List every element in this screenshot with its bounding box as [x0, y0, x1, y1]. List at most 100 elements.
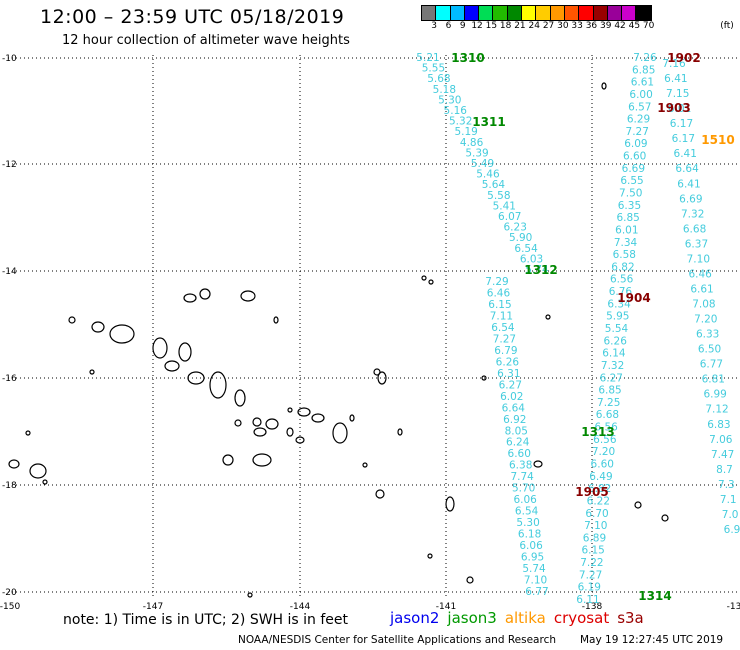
island-outline [295, 436, 305, 444]
wave-height-value: 6.17 [670, 118, 693, 130]
wave-height-value: 7.32 [601, 360, 624, 372]
track-labels: 1310 1311 1312 1313 1314 1510 1902 1903 1904 1905 [451, 51, 734, 603]
wave-height-value: 6.11 [576, 594, 599, 606]
colorbar-swatch [564, 6, 580, 20]
wave-height-value: 5.30 [438, 94, 461, 106]
map-subtitle: 12 hour collection of altimeter wave hei… [62, 33, 350, 48]
colorbar-label: 42 [614, 21, 626, 31]
island-outline [89, 369, 95, 375]
wave-height-value: 6.82 [588, 483, 611, 495]
colorbar-swatch [422, 6, 437, 20]
island-outline [349, 414, 355, 422]
colorbar-swatch [607, 6, 623, 20]
colorbar-label: 33 [571, 21, 583, 31]
colorbar-swatch [522, 6, 537, 20]
wave-height-value: 6.26 [496, 356, 520, 368]
colorbar-label: 21 [514, 21, 526, 31]
wave-height-value: 6.76 [609, 286, 633, 298]
wave-height-value: 5.70 [512, 483, 535, 495]
wave-height-value: 6.38 [509, 460, 532, 472]
track-id-label: 1311 [472, 115, 505, 129]
colorbar-label: 24 [528, 21, 540, 31]
wave-height-value: 6.56 [610, 274, 634, 286]
wave-height-value: 6.41 [674, 148, 697, 160]
wave-height-value: 6.95 [521, 552, 544, 564]
wave-height-value: 6.85 [632, 64, 655, 76]
wave-height-value: 7.12 [705, 404, 728, 416]
wave-height-value: 6.19 [578, 582, 601, 594]
wave-height-value: 5.19 [454, 126, 477, 138]
wave-height-value: 6.23 [504, 222, 527, 234]
wave-height-value: 5.46 [476, 169, 500, 181]
wave-height-value: 5.21 [416, 52, 439, 64]
wave-height-value: 6.89 [583, 532, 606, 544]
island-outline [601, 82, 607, 90]
wave-height-value: 6.34 [607, 298, 631, 310]
wave-height-value: 6.70 [585, 508, 608, 520]
wave-height-value: 6.00 [629, 89, 652, 101]
legend-altika: altika [504, 609, 546, 627]
wave-height-value: 7.47 [711, 449, 734, 461]
wave-height-value: 6.92 [503, 414, 526, 426]
wave-height-value: 6.01 [615, 224, 638, 236]
wave-height-value: 6.29 [627, 114, 650, 126]
island-outline [634, 501, 642, 509]
satellite-legend: jason2 jason3 altika cryosat s3a [390, 609, 652, 627]
track-id-label: 1903 [657, 101, 690, 115]
wave-height-value: 6.54 [514, 243, 538, 255]
wave-height-value: 6.60 [591, 459, 614, 471]
wave-height-value: 6.64 [675, 163, 699, 175]
wave-height-value: 6.56 [593, 434, 617, 446]
wave-height-value: 7.27 [579, 569, 602, 581]
wave-height-value: 7.10 [584, 520, 607, 532]
satellite-tracks: 5.215.555.685.185.305.165.325.194.865.39… [416, 52, 740, 606]
wave-height-value: 6.60 [508, 448, 531, 460]
wave-height-value: 7.34 [614, 237, 638, 249]
island-outline [152, 337, 168, 359]
wave-height-value: 5.64 [482, 179, 506, 191]
wave-height-value: 6.24 [506, 437, 530, 449]
track-id-label: 1310 [451, 51, 484, 65]
lon-label: -150 [0, 602, 20, 612]
wave-height-value: 6.15 [581, 545, 604, 557]
lat-label: -12 [2, 160, 17, 170]
island-outline [253, 427, 267, 437]
island-outline [481, 375, 487, 381]
wave-height-value: 5.74 [525, 264, 549, 276]
wave-height-value: 4.86 [460, 137, 484, 149]
island-outline [466, 576, 474, 584]
colorbar-label: 3 [431, 21, 438, 31]
wave-height-value: 5.74 [522, 563, 546, 575]
wave-height-value: 6.46 [688, 268, 712, 280]
island-outline [428, 279, 434, 285]
island-outline [373, 368, 381, 376]
wave-height-value: 6.01 [668, 103, 691, 115]
axis-labels: -150 -147 -144 -141 -138 -13 -10 -12 -14 -16 -18 -2… [0, 54, 740, 612]
wave-height-value: 5.95 [606, 311, 629, 323]
lon-label: -13 [727, 602, 740, 612]
colorbar-swatch [579, 6, 594, 20]
wave-height-value: 6.22 [587, 495, 610, 507]
island-outline [42, 479, 48, 485]
wave-height-value: 7.0 [722, 509, 739, 521]
wave-height-value: 6.41 [677, 178, 700, 190]
wave-height-value: 6.81 [702, 374, 725, 386]
island-outline [397, 428, 403, 436]
wave-height-value: 7.16 [662, 58, 686, 70]
wave-height-value: 5.54 [605, 323, 629, 335]
legend-s3a: s3a [617, 609, 644, 627]
island-outline [287, 407, 293, 413]
wave-height-value: 6.17 [672, 133, 695, 145]
island-outline [273, 316, 279, 324]
colorbar-swatch [507, 6, 523, 20]
wave-height-value: 7.1 [720, 494, 737, 506]
wave-height-value: 6.64 [502, 402, 526, 414]
island-outline [109, 324, 135, 344]
wave-height-value: 6.31 [497, 368, 520, 380]
wave-height-value: 5.16 [444, 105, 468, 117]
wave-height-value: 5.32 [449, 116, 472, 128]
colorbar-swatch [636, 6, 651, 20]
wave-height-value: 6.27 [600, 372, 623, 384]
wave-height-value: 6.9 [724, 524, 740, 536]
wave-height-value: 6.41 [664, 73, 687, 85]
